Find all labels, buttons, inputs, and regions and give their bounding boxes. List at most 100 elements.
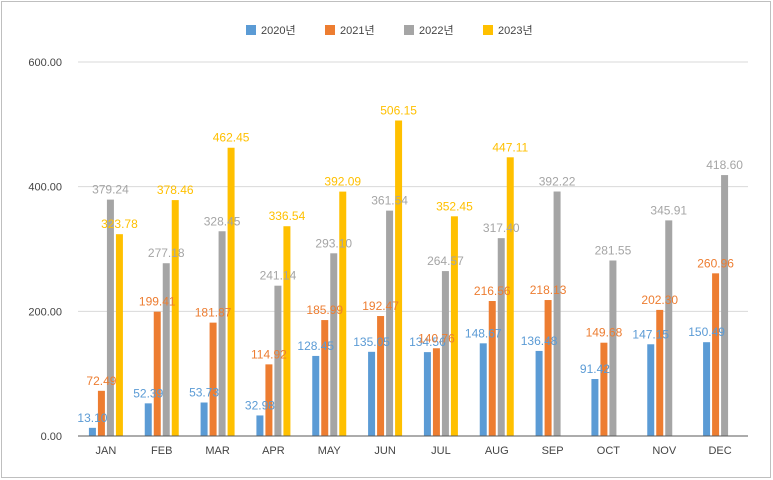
data-label: 328.45 (204, 214, 241, 228)
bar-2022년-MAY (330, 253, 338, 436)
data-label: 13.10 (77, 411, 107, 425)
bar-2020년-AUG (479, 343, 487, 436)
data-label: 149.68 (586, 326, 623, 340)
data-label: 447.11 (492, 140, 528, 154)
data-label: 135.05 (353, 335, 390, 349)
bar-2021년-MAR (209, 322, 217, 436)
bar-2023년-MAR (227, 147, 235, 436)
data-label: 199.41 (139, 295, 176, 309)
bar-2020년-JAN (88, 427, 96, 436)
data-label: 128.45 (297, 339, 334, 353)
bar-2021년-MAY (321, 320, 329, 436)
data-label: 317.40 (483, 221, 520, 235)
bar-2021년-SEP (544, 300, 552, 436)
data-label: 148.67 (465, 326, 502, 340)
data-label: 136.48 (521, 334, 558, 348)
data-label: 114.92 (251, 347, 287, 361)
x-tick-label: OCT (597, 445, 621, 457)
gridlines (78, 61, 748, 312)
y-tick-label: 400.00 (28, 182, 62, 194)
bar-2020년-NOV (647, 344, 655, 436)
bar-2021년-JAN (97, 390, 105, 436)
data-label: 185.99 (306, 303, 343, 317)
data-label: 392.09 (324, 175, 361, 189)
bar-2023년-MAY (339, 191, 347, 436)
legend-swatch (246, 25, 256, 35)
bar-2023년-FEB (171, 200, 179, 436)
bar-2021년-NOV (656, 309, 664, 436)
data-label: 352.45 (436, 199, 473, 213)
x-tick-label: AUG (485, 445, 509, 457)
data-label: 379.24 (92, 183, 129, 197)
data-label: 462.45 (213, 131, 250, 145)
data-label: 345.91 (650, 203, 687, 217)
data-label: 361.54 (371, 194, 408, 208)
bar-2022년-OCT (609, 260, 617, 436)
legend-swatch (325, 25, 335, 35)
data-label: 91.42 (580, 362, 610, 376)
bar-2021년-OCT (600, 342, 608, 436)
data-label: 260.96 (697, 256, 734, 270)
data-label: 147.15 (632, 327, 669, 341)
bar-2020년-JUN (368, 351, 376, 436)
data-label: 378.46 (157, 183, 194, 197)
bar-2020년-MAR (200, 402, 208, 436)
bars (88, 120, 729, 437)
bar-2020년-JUL (423, 352, 431, 436)
x-tick-label: MAY (318, 445, 342, 457)
bar-2020년-MAY (312, 355, 320, 436)
bar-2022년-AUG (497, 238, 505, 436)
bar-2022년-MAR (218, 231, 226, 436)
data-label: 241.14 (260, 269, 297, 283)
data-label: 150.49 (688, 325, 725, 339)
data-label: 336.54 (269, 209, 306, 223)
data-label: 281.55 (595, 244, 632, 258)
bar-2022년-APR (274, 285, 282, 436)
bar-2022년-JUN (386, 210, 394, 436)
bar-2022년-NOV (665, 220, 673, 436)
data-label: 216.56 (474, 284, 511, 298)
data-label: 392.22 (539, 175, 576, 189)
y-tick-label: 200.00 (28, 306, 62, 318)
y-axis-ticks: 0.00 200.00 400.00 600.00 (28, 57, 62, 443)
bar-2022년-JUL (441, 271, 449, 436)
data-label: 140.76 (418, 331, 455, 345)
bar-2023년-JUN (395, 120, 403, 437)
bar-2022년-FEB (162, 263, 170, 436)
data-label: 192.47 (362, 299, 399, 313)
data-label: 418.60 (706, 158, 743, 172)
x-tick-label: APR (262, 445, 285, 457)
x-tick-label: MAR (205, 445, 230, 457)
legend-label: 2023년 (498, 24, 533, 37)
bar-2020년-OCT (591, 379, 599, 436)
data-label: 134.56 (409, 335, 446, 349)
x-tick-label: JUL (431, 445, 451, 457)
bar-2021년-JUN (377, 316, 385, 436)
x-tick-label: JAN (96, 445, 117, 457)
data-label: 202.30 (641, 293, 678, 307)
legend-swatch (483, 25, 493, 35)
bar-2020년-FEB (144, 403, 152, 436)
bar-2020년-APR (256, 415, 264, 436)
data-label: 506.15 (380, 103, 417, 117)
bar-2021년-AUG (488, 301, 496, 436)
data-label: 218.13 (530, 283, 567, 297)
legend-swatch (404, 25, 414, 35)
data-label: 181.87 (195, 306, 232, 320)
x-tick-label: DEC (708, 445, 731, 457)
bar-2021년-APR (265, 364, 273, 436)
legend-label: 2022년 (419, 24, 454, 37)
bar-2022년-SEP (553, 191, 561, 436)
data-label: 293.10 (315, 236, 352, 250)
x-tick-label: JUN (374, 445, 395, 457)
bar-2021년-FEB (153, 311, 161, 436)
data-label: 72.49 (86, 374, 116, 388)
y-tick-label: 600.00 (28, 57, 62, 69)
bar-2021년-JUL (432, 348, 440, 436)
bar-2022년-DEC (721, 175, 729, 436)
y-tick-label: 0.00 (41, 431, 62, 443)
data-label: 277.18 (148, 246, 185, 260)
